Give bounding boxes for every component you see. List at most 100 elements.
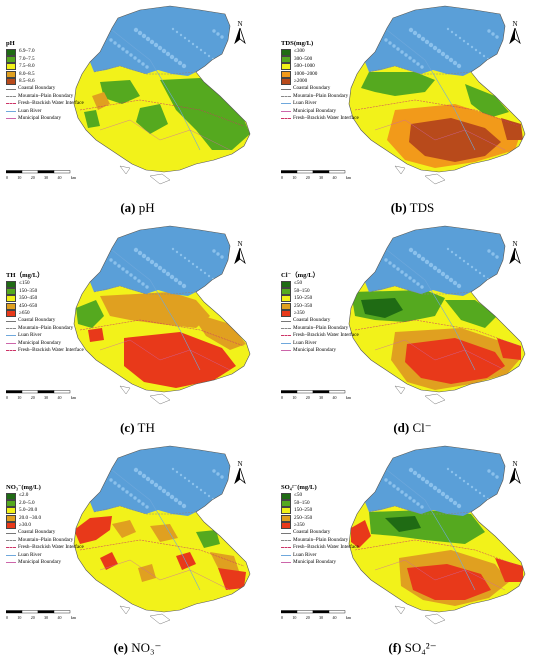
panel-caption: (b) TDS	[275, 200, 550, 216]
region-outline	[348, 445, 526, 613]
scale-tick: 40	[57, 175, 62, 180]
legend-class: 50–150	[281, 500, 359, 507]
legend-line-label: Luan River	[18, 107, 42, 114]
zone-1	[100, 80, 140, 104]
mountain-area	[90, 6, 230, 76]
legend-title: pH	[6, 40, 15, 47]
map-d	[348, 225, 526, 405]
mountain-area	[90, 226, 230, 296]
zone-0	[385, 516, 421, 532]
zone-3	[210, 552, 240, 574]
scale-tick: 0	[281, 175, 283, 180]
legend-swatch	[281, 310, 291, 318]
zone-1	[136, 104, 168, 134]
legend-class: 300–500	[281, 56, 359, 63]
scale-tick: 30	[44, 395, 49, 400]
caption-letter: (f)	[388, 640, 402, 655]
legend-label: 250–350	[294, 514, 313, 521]
panel-f: SO₄²⁻(mg/L) ≤50 50–150 150–250 250–350 ≥350 Co…	[275, 440, 550, 660]
legend-swatch	[281, 78, 291, 86]
legend-line: Municipal Boundary	[6, 115, 84, 122]
north-arrow-icon: N	[507, 240, 523, 266]
legend-line-symbol	[6, 103, 16, 105]
legend-class: ≤300	[281, 48, 359, 56]
legend-class: 7.0–7.5	[6, 56, 84, 63]
legend-class: 500–1000	[281, 63, 359, 71]
legend-line-label: Municipal Boundary	[293, 346, 337, 353]
legend-line: Luan River	[281, 340, 359, 347]
legend-d: Cl⁻（mg/L） ≤50 50–150 150–250 250–350 ≥350 Coas…	[281, 272, 359, 354]
scale-tick: 0	[281, 395, 283, 400]
legend-swatch	[6, 295, 16, 303]
legend-line-symbol	[281, 95, 291, 97]
legend-line-symbol	[6, 539, 16, 541]
legend-line: Coastal Boundary	[281, 317, 359, 324]
legend-label: 150–350	[19, 287, 38, 294]
legend-line: Municipal Boundary	[6, 559, 84, 566]
zone-4	[88, 328, 104, 342]
region-outline	[73, 445, 251, 613]
zone-4	[495, 558, 523, 582]
legend-label: 5.0–20.0	[19, 507, 38, 514]
north-arrow-shape	[509, 246, 521, 265]
zone-1	[84, 110, 100, 128]
legend-class: ≥2000	[281, 77, 359, 86]
legend-class: 450–650	[6, 303, 84, 310]
legend-class: ≥350	[281, 521, 359, 530]
legend-f: SO₄²⁻(mg/L) ≤50 50–150 150–250 250–350 ≥350 Co…	[281, 484, 359, 566]
legend-line: Luan River	[6, 552, 84, 559]
legend-swatch	[281, 302, 291, 310]
legend-line-symbol	[281, 320, 291, 322]
legend-swatch	[6, 55, 16, 63]
legend-swatch	[6, 310, 16, 318]
scale-unit: km	[345, 395, 351, 400]
legend-line-label: Fresh–Brackish Water Interface	[293, 332, 359, 339]
legend-swatch	[6, 63, 16, 71]
legend-line: Coastal Boundary	[6, 317, 84, 324]
legend-line-symbol	[6, 110, 16, 112]
scale-tick: 40	[332, 395, 337, 400]
caption-letter: (c)	[120, 420, 135, 435]
zone-4	[405, 338, 505, 384]
scale-bar: 0 10 20 30 40 km	[280, 390, 351, 400]
legend-line-label: Luan River	[293, 551, 317, 558]
legend-swatch	[6, 287, 16, 295]
legend-line-symbol	[6, 335, 16, 337]
legend-title: TH（mg/L）	[6, 272, 44, 279]
legend-line-symbol	[281, 532, 291, 534]
zone-1	[465, 84, 509, 118]
legend-line: Coastal Boundary	[281, 85, 359, 92]
scale-tick: 10	[292, 175, 297, 180]
legend-b: TDS(mg/L) ≤300 300–500 500–1000 1000–2000 ≥20…	[281, 40, 359, 122]
legend-class: 8.0–8.5	[6, 71, 84, 78]
legend-swatch	[6, 302, 16, 310]
legend-line-label: Luan River	[18, 551, 42, 558]
legend-class: ≤50	[281, 280, 359, 288]
legend-class: ≥30.0	[6, 522, 84, 530]
legend-label: ≥350	[294, 521, 305, 528]
legend-line-symbol	[281, 562, 291, 564]
legend-line: Mountain–Plain Boundary	[6, 537, 84, 544]
legend-swatch	[6, 78, 16, 86]
caption-letter: (a)	[120, 200, 136, 215]
panel-caption: (a) pH	[0, 200, 275, 216]
north-arrow-shape	[509, 26, 521, 45]
legend-line-symbol	[6, 327, 16, 329]
scale-tick: 40	[332, 615, 337, 620]
legend-class: ≥350	[281, 310, 359, 318]
legend-label: ≥650	[19, 309, 30, 316]
scale-tick: 20	[30, 615, 35, 620]
panel-a: pH 6.9–7.0 7.0–7.5 7.5–8.0 8.0–8.5 8.5–8.6 Coa…	[0, 0, 275, 220]
scale-bar-shape	[280, 610, 346, 614]
mountain-area	[365, 6, 505, 76]
legend-line-symbol	[281, 327, 291, 329]
zone-1	[196, 530, 220, 548]
legend-line-label: Mountain–Plain Boundary	[293, 92, 349, 99]
legend-line-label: Mountain–Plain Boundary	[18, 536, 74, 543]
legend-line-label: Municipal Boundary	[18, 558, 62, 565]
legend-label: ≥2000	[294, 77, 308, 84]
legend-swatch	[281, 55, 291, 63]
scale-bar-shape	[280, 170, 346, 174]
legend-line: Fresh–Brackish Water Interface	[6, 347, 84, 354]
legend-swatch	[281, 514, 291, 522]
